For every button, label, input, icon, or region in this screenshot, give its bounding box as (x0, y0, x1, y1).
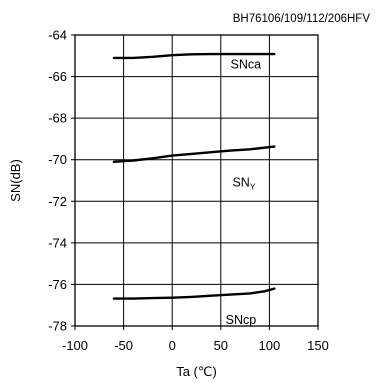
x-tick-label: 50 (214, 338, 228, 353)
series-label-sncp: SNcp (226, 313, 257, 327)
x-tick-label: 0 (169, 338, 176, 353)
y-tick-label: -70 (48, 152, 67, 167)
chart-title: BH76106/109/112/206HFV (233, 13, 371, 25)
series-label-snca: SNca (231, 57, 262, 71)
x-tick-label: 150 (307, 338, 329, 353)
x-tick-label: -100 (62, 338, 88, 353)
series-label-sny: SNY (232, 176, 255, 192)
series-curves (112, 52, 276, 300)
y-tick-label: -68 (48, 111, 67, 126)
series-line-sncp (112, 287, 276, 300)
y-tick-label: -78 (48, 319, 67, 334)
series-label-subscript: Y (250, 182, 256, 192)
y-tick-label: -64 (48, 28, 67, 43)
plot-frame (74, 34, 319, 327)
axis-ticks (71, 34, 319, 330)
y-tick-label: -74 (48, 235, 67, 250)
y-tick-label: -72 (48, 194, 67, 209)
y-tick-label: -76 (48, 277, 67, 292)
x-tick-labels: -100 -50 0 50 100 150 (62, 338, 329, 353)
x-axis-title: Ta (℃) (176, 364, 217, 379)
series-line-sny (112, 145, 276, 163)
series-labels: SNca SNY SNcp (226, 57, 261, 327)
y-tick-label: -66 (48, 69, 67, 84)
x-tick-label: 100 (259, 338, 281, 353)
grid-lines (75, 35, 318, 326)
series-line-snca (112, 52, 276, 60)
x-tick-label: -50 (114, 338, 133, 353)
y-tick-labels: -64 -66 -68 -70 -72 -74 -76 -78 (48, 28, 67, 334)
y-axis-title: SN(dB) (8, 159, 23, 202)
